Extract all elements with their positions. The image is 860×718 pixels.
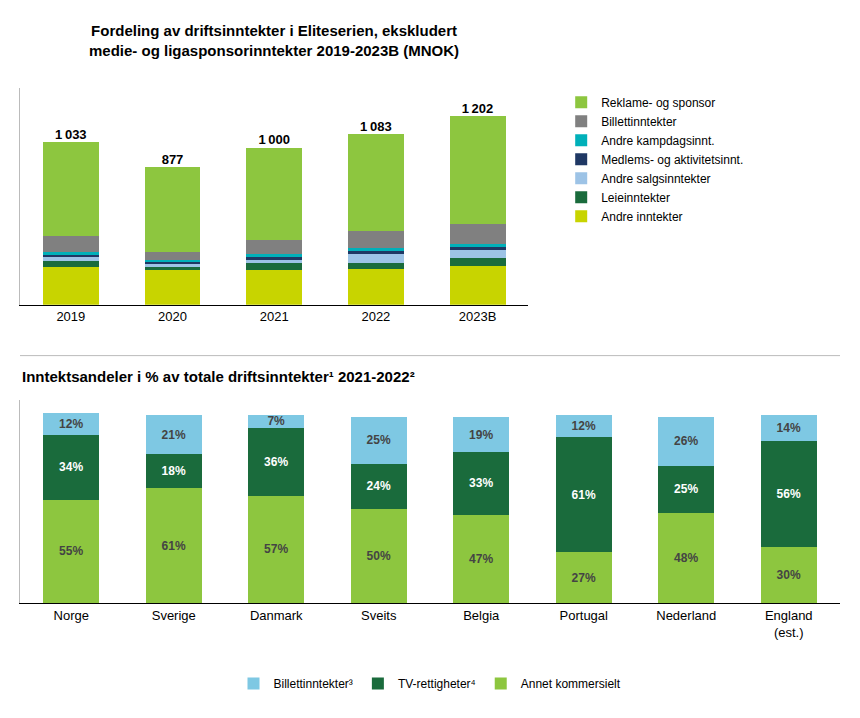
svg-text:Andre salgsinntekter: Andre salgsinntekter [601, 172, 710, 186]
svg-text:21%: 21% [162, 428, 186, 442]
svg-text:Sveits: Sveits [361, 608, 397, 623]
svg-text:Andre inntekter: Andre inntekter [601, 210, 682, 224]
svg-text:25%: 25% [674, 482, 698, 496]
svg-text:Billettinntekter³: Billettinntekter³ [274, 677, 353, 691]
svg-text:24%: 24% [367, 479, 391, 493]
svg-text:2023B: 2023B [459, 309, 497, 324]
svg-text:55%: 55% [59, 544, 83, 558]
svg-text:27%: 27% [572, 571, 596, 585]
svg-text:Leieinntekter: Leieinntekter [601, 191, 670, 205]
svg-text:50%: 50% [367, 549, 391, 563]
svg-text:2021: 2021 [260, 309, 289, 324]
svg-text:12%: 12% [59, 417, 83, 431]
svg-text:34%: 34% [59, 460, 83, 474]
svg-text:England(est.): England(est.) [765, 608, 813, 640]
svg-text:56%: 56% [777, 487, 801, 501]
svg-text:Inntektsandeler i % av totale: Inntektsandeler i % av totale driftsinnt… [22, 368, 415, 385]
svg-text:26%: 26% [674, 434, 698, 448]
svg-text:57%: 57% [264, 542, 288, 556]
svg-text:877: 877 [162, 152, 184, 167]
svg-text:7%: 7% [267, 414, 285, 428]
svg-text:Reklame- og sponsor: Reklame- og sponsor [601, 96, 715, 110]
svg-text:30%: 30% [777, 568, 801, 582]
svg-text:61%: 61% [162, 539, 186, 553]
svg-text:Andre kampdagsinnt.: Andre kampdagsinnt. [601, 134, 714, 148]
svg-text:1 033: 1 033 [55, 127, 87, 142]
svg-text:Medlems- og aktivitetsinnt.: Medlems- og aktivitetsinnt. [601, 153, 743, 167]
svg-text:47%: 47% [469, 552, 493, 566]
svg-text:1 083: 1 083 [360, 119, 392, 134]
svg-text:Norge: Norge [54, 608, 89, 623]
svg-text:25%: 25% [367, 433, 391, 447]
svg-text:TV-rettigheter⁴: TV-rettigheter⁴ [398, 677, 476, 691]
svg-text:1 202: 1 202 [462, 101, 494, 116]
svg-text:Belgia: Belgia [463, 608, 500, 623]
svg-text:Danmark: Danmark [250, 608, 303, 623]
svg-text:Nederland: Nederland [656, 608, 716, 623]
svg-text:48%: 48% [674, 551, 698, 565]
svg-text:18%: 18% [162, 464, 186, 478]
svg-text:2022: 2022 [361, 309, 390, 324]
svg-text:33%: 33% [469, 476, 493, 490]
svg-text:19%: 19% [469, 428, 493, 442]
svg-text:Portugal: Portugal [560, 608, 609, 623]
svg-text:Sverige: Sverige [152, 608, 196, 623]
svg-text:14%: 14% [777, 421, 801, 435]
svg-text:Annet kommersielt: Annet kommersielt [521, 677, 621, 691]
svg-text:2020: 2020 [158, 309, 187, 324]
svg-text:Fordeling av driftsinntekter i: Fordeling av driftsinntekter i Eliteseri… [89, 22, 459, 59]
svg-text:12%: 12% [572, 419, 596, 433]
svg-text:61%: 61% [572, 488, 596, 502]
svg-text:Billettinntekter: Billettinntekter [601, 115, 676, 129]
svg-text:36%: 36% [264, 455, 288, 469]
svg-text:2019: 2019 [56, 309, 85, 324]
svg-text:1 000: 1 000 [258, 132, 290, 147]
